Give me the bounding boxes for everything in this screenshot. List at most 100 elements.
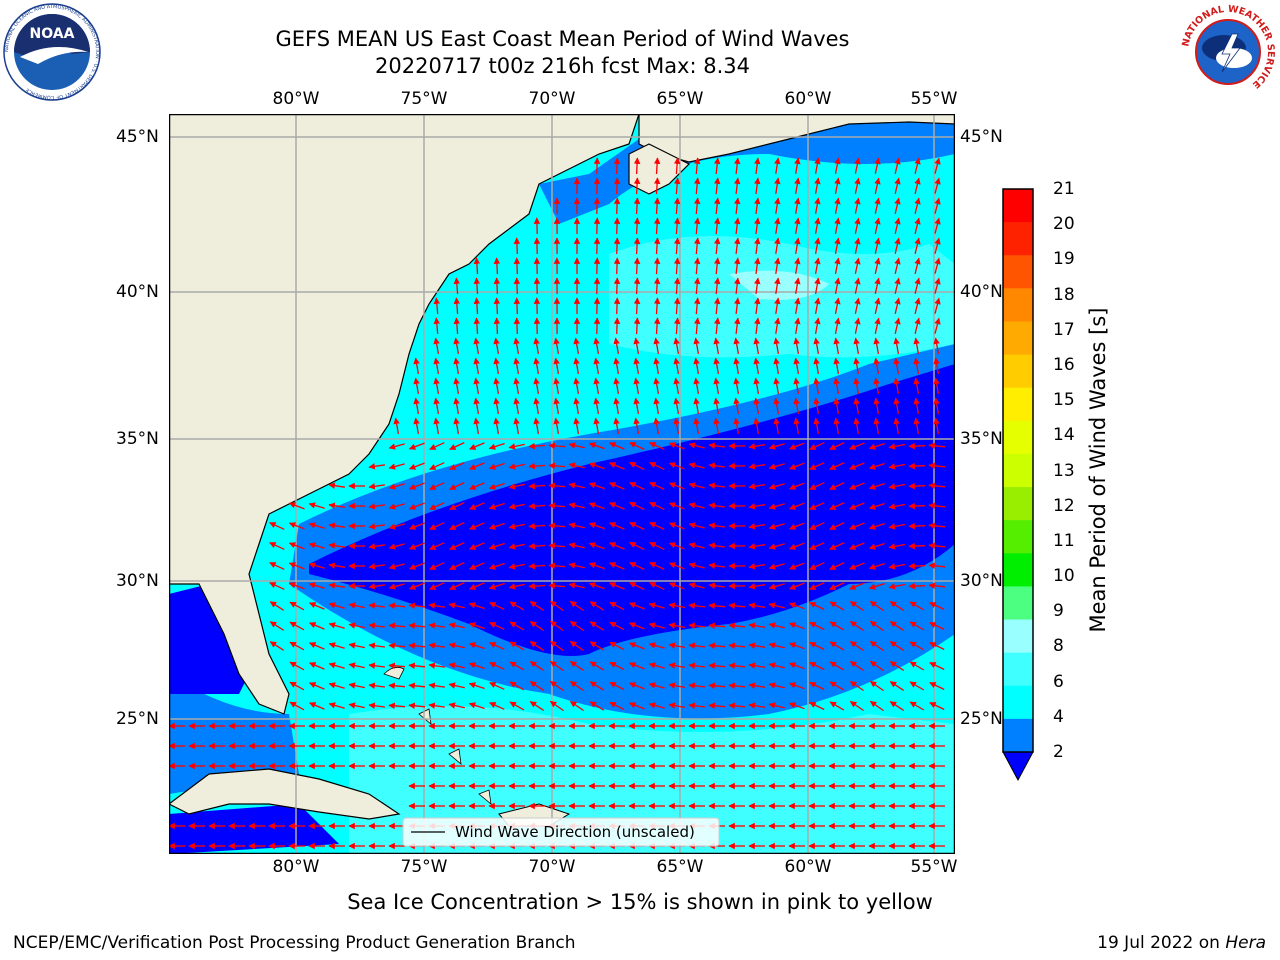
wave-direction-arrow — [928, 482, 946, 490]
lon-label-bottom: 70°W — [528, 857, 576, 877]
wave-direction-arrow — [788, 702, 805, 710]
wave-direction-arrow — [613, 397, 620, 415]
wave-direction-arrow — [909, 621, 925, 631]
wave-direction-arrow — [629, 582, 645, 590]
wave-direction-arrow — [688, 622, 706, 629]
wave-direction-arrow — [809, 601, 825, 611]
wave-direction-arrow — [328, 662, 345, 669]
wave-direction-arrow — [668, 582, 685, 590]
wave-direction-arrow — [588, 462, 605, 470]
wave-direction-arrow — [328, 482, 345, 489]
wave-direction-arrow — [653, 197, 661, 215]
lon-label-top: 55°W — [910, 89, 958, 109]
wave-direction-arrow — [869, 660, 884, 672]
wave-direction-arrow — [894, 237, 901, 254]
wave-direction-arrow — [513, 357, 520, 375]
wave-direction-arrow — [613, 217, 621, 235]
wave-direction-arrow — [448, 602, 465, 609]
wave-direction-arrow — [388, 543, 405, 550]
wave-direction-arrow — [593, 397, 600, 415]
wave-direction-arrow — [708, 462, 725, 469]
wave-direction-arrow — [794, 297, 801, 315]
map-frame — [169, 114, 955, 854]
wave-direction-arrow — [589, 681, 605, 691]
wave-direction-arrow — [588, 442, 605, 450]
wave-direction-arrow — [774, 237, 781, 254]
wave-direction-arrow — [894, 297, 901, 314]
map-subtitle: 20220717 t00z 216h fcst Max: 8.34 — [375, 54, 750, 78]
wave-direction-arrow — [533, 417, 540, 435]
wave-direction-arrow — [673, 277, 681, 295]
wave-direction-arrow — [688, 582, 705, 589]
wave-direction-arrow — [368, 622, 385, 629]
wave-direction-arrow — [388, 602, 406, 610]
wave-direction-arrow — [693, 297, 701, 315]
wave-direction-arrow — [849, 700, 864, 712]
wave-direction-arrow — [768, 483, 785, 490]
wave-direction-arrow — [713, 277, 721, 295]
wave-direction-arrow — [874, 177, 881, 194]
wave-direction-arrow — [933, 417, 940, 435]
wave-direction-arrow — [368, 662, 385, 669]
wave-direction-arrow — [753, 397, 760, 415]
wave-direction-arrow — [809, 701, 825, 711]
wave-direction-arrow — [754, 157, 761, 174]
wave-direction-arrow — [649, 442, 665, 450]
wave-direction-arrow — [629, 442, 645, 450]
wave-direction-arrow — [888, 443, 906, 450]
wave-direction-arrow — [848, 502, 865, 510]
wave-direction-arrow — [854, 157, 861, 174]
wave-direction-arrow — [649, 502, 665, 510]
wave-direction-arrow — [429, 462, 445, 470]
wave-direction-arrow — [569, 640, 584, 652]
wave-direction-arrow — [388, 642, 406, 650]
wave-direction-arrow — [673, 337, 680, 355]
wave-direction-arrow — [833, 357, 840, 375]
wave-direction-arrow — [853, 397, 860, 415]
wave-direction-arrow — [449, 582, 465, 590]
wave-direction-arrow — [448, 622, 465, 629]
wave-period-map[interactable]: Wind Wave Direction (unscaled) — [169, 114, 955, 854]
noaa-logo: NOAA NATIONAL OCEANIC AND ATMOSPHERIC AD… — [2, 2, 102, 106]
wave-direction-arrow — [408, 602, 426, 610]
wave-direction-arrow — [609, 621, 625, 631]
wave-direction-arrow — [768, 543, 785, 550]
wave-direction-arrow — [628, 662, 645, 670]
wave-direction-arrow — [874, 317, 881, 334]
wave-direction-arrow — [568, 542, 585, 549]
wave-direction-arrow — [813, 337, 820, 355]
wave-direction-arrow — [914, 297, 921, 314]
wave-direction-arrow — [774, 277, 781, 294]
wave-direction-arrow — [408, 662, 426, 670]
wave-direction-arrow — [368, 702, 385, 709]
wave-direction-arrow — [929, 602, 945, 610]
wave-direction-arrow — [609, 641, 625, 651]
wave-direction-arrow — [408, 642, 426, 650]
wave-direction-arrow — [408, 522, 425, 530]
wave-direction-arrow — [393, 417, 400, 435]
wave-direction-arrow — [288, 522, 305, 530]
wave-direction-arrow — [733, 337, 740, 355]
wave-direction-arrow — [908, 462, 926, 470]
wave-direction-arrow — [874, 217, 881, 234]
wave-direction-arrow — [589, 661, 605, 671]
wave-direction-arrow — [528, 542, 546, 550]
wave-direction-arrow — [869, 600, 884, 612]
wave-direction-arrow — [788, 462, 805, 470]
wave-direction-arrow — [309, 662, 325, 670]
wave-direction-arrow — [269, 621, 285, 631]
wave-direction-arrow — [908, 482, 926, 490]
wave-direction-arrow — [629, 542, 645, 550]
colorbar-tick-label: 6 — [1053, 671, 1064, 692]
wave-direction-arrow — [928, 442, 946, 450]
lon-label-bottom: 60°W — [784, 857, 832, 877]
wave-direction-arrow — [513, 377, 520, 395]
wave-direction-arrow — [549, 660, 564, 672]
wave-direction-arrow — [453, 417, 460, 435]
wave-direction-arrow — [889, 661, 905, 671]
wave-direction-arrow — [548, 542, 566, 550]
wave-direction-arrow — [388, 583, 405, 590]
wave-direction-arrow — [593, 417, 600, 435]
wave-direction-arrow — [708, 642, 726, 650]
wave-direction-arrow — [773, 397, 780, 415]
